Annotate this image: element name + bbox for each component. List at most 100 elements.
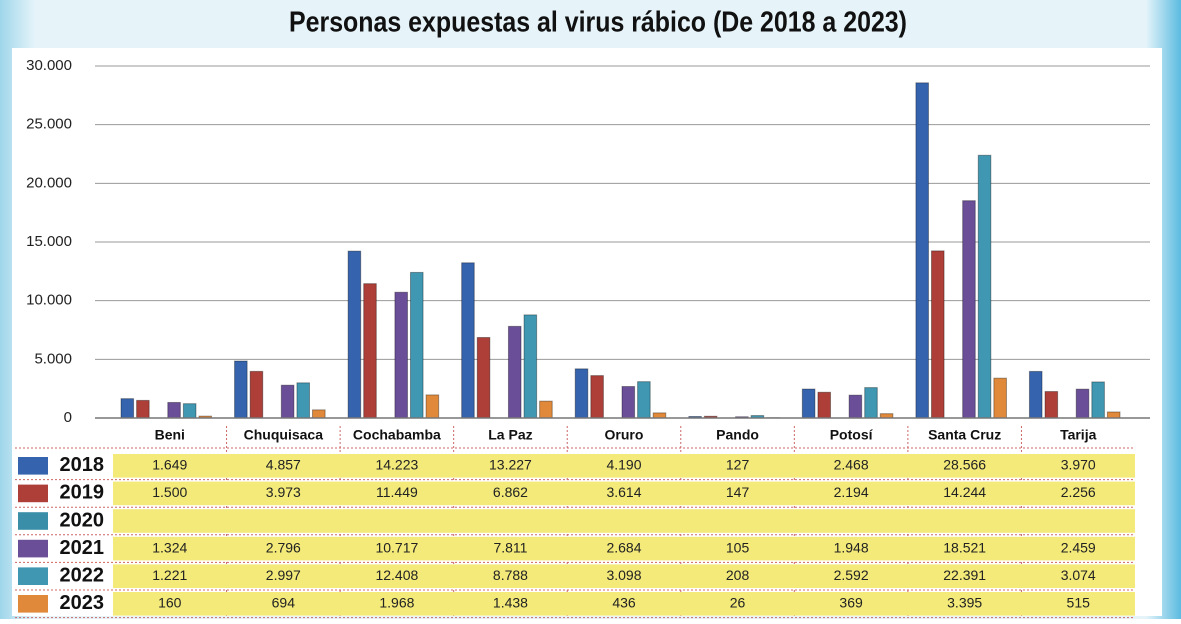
- legend-swatch: [18, 512, 48, 530]
- table-row: [113, 509, 1135, 533]
- y-tick-label: 15.000: [26, 233, 72, 250]
- table-cell: 2.796: [266, 539, 301, 555]
- table-cell: 1.324: [152, 539, 187, 555]
- bar: [1029, 371, 1042, 418]
- category-label: Potosí: [830, 427, 874, 443]
- category-label: Cochabamba: [353, 427, 441, 443]
- bar: [591, 376, 604, 418]
- table-cell: 369: [839, 595, 863, 611]
- bar: [508, 326, 521, 418]
- table-cell: 3.614: [606, 484, 641, 500]
- table-cell: 436: [612, 595, 636, 611]
- table-cell: 6.862: [493, 484, 528, 500]
- bar: [183, 404, 196, 418]
- table-cell: 26: [730, 595, 746, 611]
- bar: [1092, 382, 1105, 418]
- bar: [121, 399, 134, 418]
- table-cell: 13.227: [489, 457, 532, 473]
- category-label: Santa Cruz: [928, 427, 1001, 443]
- y-tick-label: 5.000: [34, 350, 72, 367]
- table-cell: 1.968: [379, 595, 414, 611]
- bar: [865, 388, 878, 418]
- table-cell: 2.194: [834, 484, 869, 500]
- y-tick-label: 0: [64, 409, 72, 426]
- bar: [963, 201, 976, 418]
- table-cell: 2.468: [834, 457, 869, 473]
- bar: [978, 155, 991, 418]
- bar: [168, 402, 181, 418]
- bar: [622, 387, 635, 418]
- table-cell: 11.449: [376, 484, 418, 500]
- bar: [477, 337, 490, 418]
- bar: [281, 385, 294, 418]
- table-cell: 18.521: [943, 539, 986, 555]
- category-label: Tarija: [1060, 427, 1097, 443]
- category-label: Oruro: [605, 427, 644, 443]
- y-tick-label: 20.000: [26, 174, 72, 191]
- legend-label: 2020: [60, 509, 105, 531]
- legend-swatch: [18, 567, 48, 585]
- bar: [348, 251, 361, 418]
- bar: [297, 383, 310, 418]
- table-cell: 2.684: [606, 539, 641, 555]
- table-cell: 2.592: [834, 567, 869, 583]
- table-cell: 14.223: [375, 457, 418, 473]
- bar: [818, 392, 831, 418]
- bar: [931, 251, 944, 418]
- bar: [426, 395, 439, 418]
- bar: [916, 83, 929, 418]
- table-cell: 4.857: [266, 457, 301, 473]
- legend-label: 2021: [60, 537, 105, 559]
- table-cell: 127: [726, 457, 750, 473]
- category-label: Beni: [155, 427, 185, 443]
- table-cell: 3.098: [606, 567, 641, 583]
- bar: [250, 371, 263, 418]
- bar: [364, 284, 377, 418]
- bar: [395, 292, 408, 418]
- table-cell: 147: [726, 484, 750, 500]
- y-tick-label: 25.000: [26, 116, 72, 133]
- bar: [235, 361, 248, 418]
- table-cell: 694: [272, 595, 296, 611]
- legend-swatch: [18, 485, 48, 503]
- table-cell: 3.074: [1061, 567, 1096, 583]
- bar: [1107, 412, 1120, 418]
- table-cell: 1.500: [152, 484, 187, 500]
- legend-swatch: [18, 540, 48, 558]
- table-cell: 7.811: [493, 539, 527, 555]
- table-cell: 12.408: [375, 567, 418, 583]
- table-cell: 10.717: [375, 539, 418, 555]
- legend-label: 2022: [60, 564, 105, 586]
- bar: [802, 389, 815, 418]
- table-cell: 1.438: [493, 595, 528, 611]
- table-cell: 1.649: [152, 457, 187, 473]
- legend-swatch: [18, 457, 48, 475]
- legend-label: 2018: [60, 454, 105, 476]
- bar: [1045, 392, 1058, 418]
- table-cell: 8.788: [493, 567, 528, 583]
- bar: [1076, 389, 1089, 418]
- table-cell: 28.566: [943, 457, 986, 473]
- table-cell: 2.997: [266, 567, 301, 583]
- y-tick-label: 10.000: [26, 292, 72, 309]
- y-tick-label: 30.000: [26, 57, 72, 74]
- bar: [575, 369, 588, 418]
- bar: [638, 382, 651, 418]
- bar: [137, 400, 150, 418]
- category-label: Chuquisaca: [244, 427, 324, 443]
- bar: [410, 272, 423, 418]
- legend-label: 2023: [60, 592, 105, 614]
- bar: [462, 263, 475, 418]
- legend-swatch: [18, 595, 48, 613]
- chart-title: Personas expuestas al virus rábico (De 2…: [289, 6, 907, 38]
- table-cell: 515: [1067, 595, 1091, 611]
- table-cell: 14.244: [943, 484, 986, 500]
- table-cell: 2.256: [1061, 484, 1096, 500]
- table-cell: 22.391: [943, 567, 986, 583]
- table-cell: 4.190: [606, 457, 641, 473]
- bar: [653, 413, 666, 418]
- table-cell: 208: [726, 567, 750, 583]
- table-cell: 1.221: [152, 567, 187, 583]
- table-cell: 3.395: [947, 595, 982, 611]
